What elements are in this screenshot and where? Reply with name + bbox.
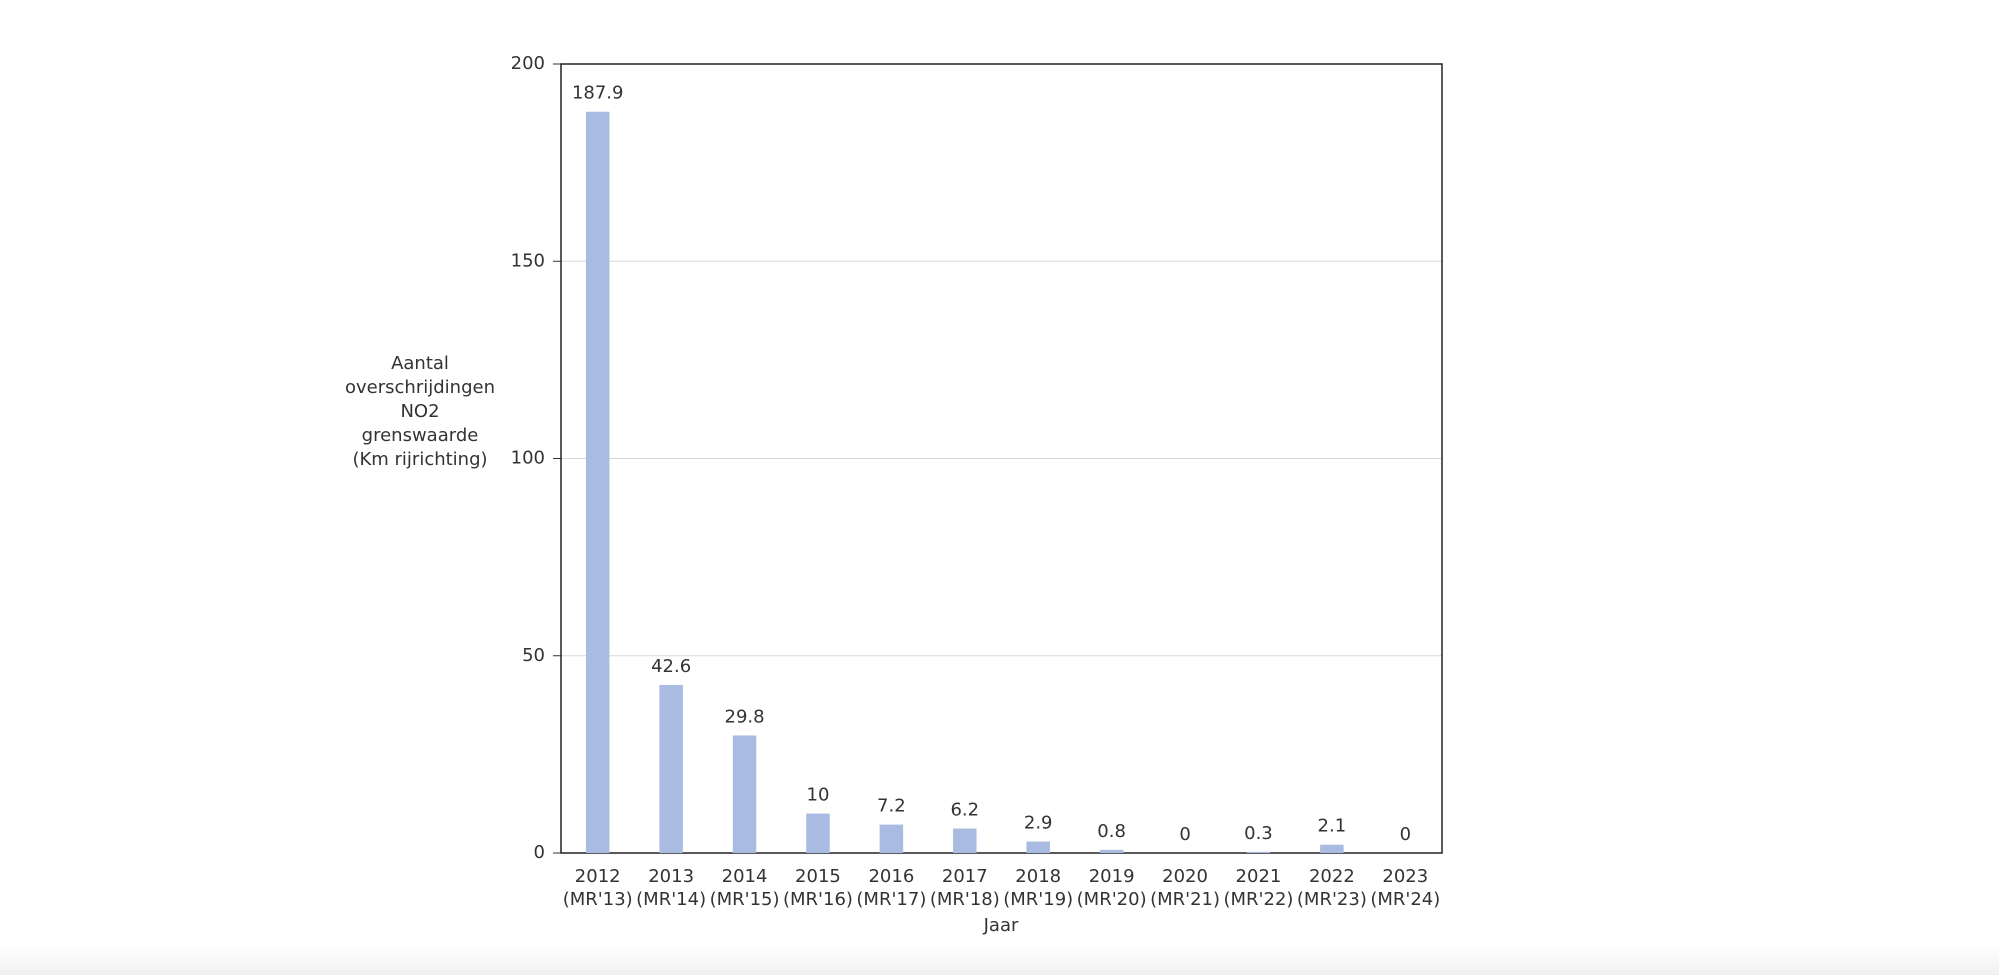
bar: [585, 111, 610, 853]
x-tick-label: 2015: [795, 866, 841, 887]
value-label: 0: [1179, 824, 1190, 845]
x-tick-label: (MR'15): [710, 889, 780, 910]
x-tick-label: 2018: [1015, 866, 1061, 887]
plot-frame: [560, 63, 1443, 854]
x-tick-label: (MR'23): [1297, 889, 1367, 910]
x-axis-title: Jaar: [983, 915, 1019, 936]
y-tick-label: 100: [511, 448, 545, 469]
x-tick-label: (MR'16): [783, 889, 853, 910]
bar: [1026, 841, 1050, 853]
value-label: 42.6: [651, 656, 691, 677]
bar: [879, 824, 904, 853]
value-label: 7.2: [877, 796, 906, 817]
x-tick-label: 2019: [1089, 866, 1135, 887]
bar: [1320, 844, 1344, 853]
footer-band: [0, 945, 1999, 975]
y-tick-label: 50: [522, 645, 545, 666]
y-tick-label: 0: [534, 842, 545, 863]
x-tick-label: (MR'17): [856, 889, 926, 910]
x-tick-label: 2014: [722, 866, 768, 887]
bar: [659, 684, 683, 853]
value-label: 10: [807, 785, 830, 806]
x-tick-label: (MR'19): [1003, 889, 1073, 910]
x-tick-label: 2013: [648, 866, 694, 887]
x-tick-label: 2020: [1162, 866, 1208, 887]
x-tick-label: (MR'21): [1150, 889, 1220, 910]
bar: [1099, 849, 1124, 853]
x-tick-label: 2016: [868, 866, 914, 887]
y-tick-label: 150: [511, 250, 545, 271]
value-label: 6.2: [950, 800, 979, 821]
y-axis-title: grenswaarde: [362, 425, 479, 446]
y-axis-title: Aantal: [391, 353, 449, 374]
x-tick-label: (MR'14): [636, 889, 706, 910]
bar: [806, 813, 830, 853]
value-label: 2.9: [1024, 813, 1053, 834]
bar: [953, 828, 977, 853]
value-label: 29.8: [725, 706, 765, 727]
x-tick-label: (MR'13): [563, 889, 633, 910]
x-tick-label: (MR'20): [1077, 889, 1147, 910]
x-tick-label: (MR'18): [930, 889, 1000, 910]
x-tick-label: (MR'22): [1223, 889, 1293, 910]
x-tick-label: 2012: [575, 866, 621, 887]
y-tick-label: 200: [511, 53, 545, 74]
value-label: 187.9: [572, 83, 624, 104]
x-tick-label: 2022: [1309, 866, 1355, 887]
bar: [1246, 851, 1271, 853]
bar: [732, 735, 757, 853]
x-tick-label: 2021: [1236, 866, 1282, 887]
x-tick-label: (MR'24): [1370, 889, 1440, 910]
x-tick-label: 2017: [942, 866, 988, 887]
y-axis-title: NO2: [400, 401, 439, 422]
y-axis-title: overschrijdingen: [345, 377, 495, 398]
value-label: 0: [1400, 824, 1411, 845]
y-axis-title: (Km rijrichting): [352, 449, 487, 470]
value-label: 2.1: [1318, 816, 1347, 837]
value-label: 0.8: [1097, 821, 1126, 842]
value-label: 0.3: [1244, 823, 1273, 844]
x-tick-label: 2023: [1382, 866, 1428, 887]
